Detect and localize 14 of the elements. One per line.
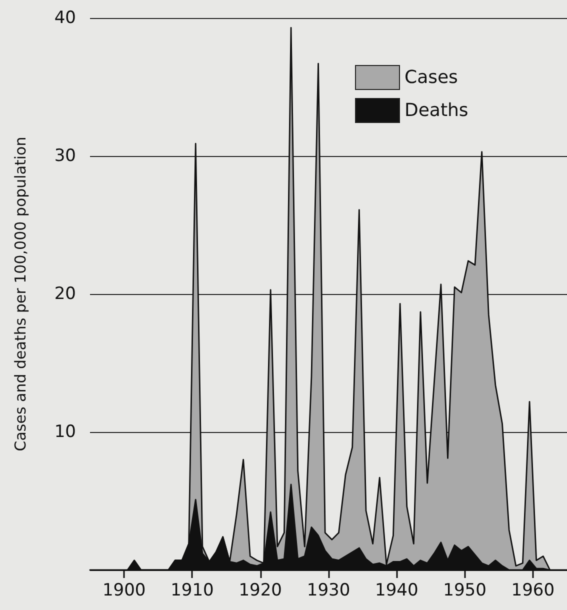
y-tick-label: 40 bbox=[54, 8, 76, 28]
legend-label: Cases bbox=[404, 67, 458, 88]
x-tick-label: 1920 bbox=[238, 580, 282, 600]
x-tick-label: 1910 bbox=[170, 580, 214, 600]
legend-label: Deaths bbox=[404, 100, 468, 121]
x-tick-label: 1940 bbox=[375, 580, 418, 600]
y-axis-title: Cases and deaths per 100,000 population bbox=[12, 136, 30, 452]
x-tick-label: 1960 bbox=[511, 580, 555, 600]
y-tick-label: 20 bbox=[54, 284, 76, 304]
y-tick-label: 10 bbox=[54, 422, 76, 442]
x-tick-label: 1930 bbox=[306, 580, 350, 600]
x-tick-label: 1950 bbox=[443, 580, 486, 600]
x-tick-label: 1900 bbox=[102, 580, 146, 600]
y-tick-label: 30 bbox=[54, 146, 76, 166]
